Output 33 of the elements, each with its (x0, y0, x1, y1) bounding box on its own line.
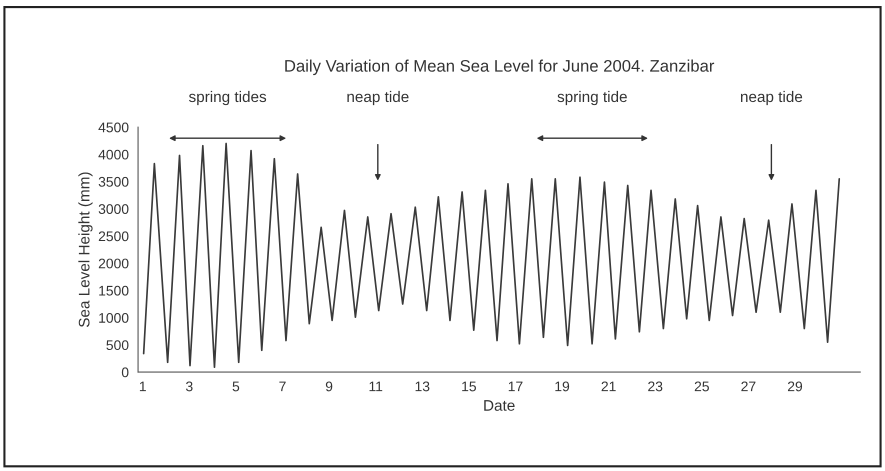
text: neap tide (740, 90, 802, 106)
x-tick-label: 23 (648, 381, 662, 392)
text: spring tide (557, 90, 627, 106)
y-tick-label: 3000 (98, 204, 128, 214)
y-tick-label: 2500 (98, 231, 128, 242)
x-tick-label: 13 (416, 381, 430, 392)
x-tick-label: 7 (279, 382, 286, 392)
y-axis-title: Sea Level Height (mm) (78, 172, 93, 328)
y-tick-label: 500 (106, 340, 128, 350)
x-tick-label: 3 (186, 381, 193, 392)
chart-title: Daily Variation of Mean Sea Level for June 2004. Zanzibar (285, 60, 714, 76)
y-tick-label: 4000 (98, 150, 128, 160)
x-tick-label: 15 (462, 382, 476, 392)
text: spring tides (188, 90, 266, 106)
y-tick-label: 0 (122, 367, 128, 378)
text: neap tide (347, 90, 409, 106)
y-tick-label: 2000 (98, 258, 128, 268)
x-tick-label: 25 (694, 381, 709, 392)
x-tick-label: 9 (326, 381, 332, 392)
x-tick-label: 19 (555, 381, 570, 392)
y-tick-label: 4500 (98, 122, 128, 132)
x-tick-label: 5 (232, 382, 240, 392)
x-axis-title: Date (484, 400, 515, 411)
x-tick-label: 17 (508, 382, 522, 392)
line-series (142, 142, 840, 368)
x-tick-label: 27 (741, 381, 756, 392)
y-tick-label: 1500 (99, 286, 128, 296)
x-tick-label: 1 (140, 382, 146, 392)
x-tick-label: 11 (370, 382, 382, 392)
x-tick-label: 29 (788, 381, 802, 392)
y-tick-label: 1000 (99, 313, 128, 323)
x-tick-label: 21 (602, 381, 616, 392)
y-tick-label: 3500 (98, 176, 128, 187)
